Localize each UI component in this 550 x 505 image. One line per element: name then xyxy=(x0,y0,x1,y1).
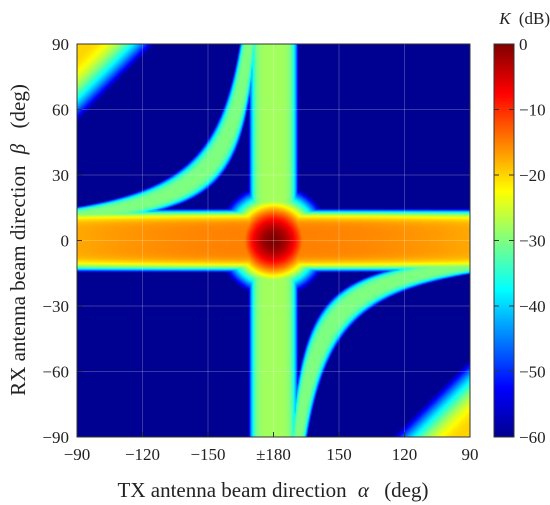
colorbar-tick-label: −20 xyxy=(519,166,546,185)
heatmap-image xyxy=(77,44,470,437)
x-axis-label-symbol: α xyxy=(358,478,370,502)
y-axis-label: RX antenna beam direction β (deg) xyxy=(6,84,30,396)
y-axis-label-symbol: β xyxy=(6,143,30,155)
y-tick-label: 60 xyxy=(52,101,69,120)
x-axis-ticks: −90 −120 −150 ±180 150 120 90 xyxy=(64,432,479,464)
colorbar-label: K (dB) xyxy=(498,9,550,28)
x-tick-label: 90 xyxy=(462,445,479,464)
x-tick-label: 150 xyxy=(326,445,352,464)
x-axis-label-text: TX antenna beam direction xyxy=(118,478,348,502)
y-axis-label-unit: (deg) xyxy=(6,84,30,128)
y-tick-label: 90 xyxy=(52,35,69,54)
grid-lines xyxy=(77,44,470,437)
y-tick-label: −30 xyxy=(42,297,69,316)
x-tick-label: −90 xyxy=(64,445,91,464)
y-axis-label-text: RX antenna beam direction xyxy=(6,165,30,396)
colorbar-tick-label: −60 xyxy=(519,428,546,447)
x-axis-label-unit: (deg) xyxy=(384,478,428,502)
x-tick-label: −120 xyxy=(125,445,160,464)
y-tick-label: 30 xyxy=(52,166,69,185)
plot-area xyxy=(76,43,471,438)
colorbar-tick-label: 0 xyxy=(519,35,528,54)
x-tick-label: ±180 xyxy=(256,445,291,464)
colorbar-tick-label: −40 xyxy=(519,297,546,316)
colorbar-ticks: 0 −10 −20 −30 −40 −50 −60 xyxy=(494,35,546,447)
y-tick-label: −60 xyxy=(42,363,69,382)
colorbar-tick-label: −50 xyxy=(519,363,546,382)
colorbar-tick-label: −30 xyxy=(519,232,546,251)
y-tick-label: 0 xyxy=(61,232,70,251)
colorbar-label-unit: (dB) xyxy=(519,9,550,28)
colorbar: 0 −10 −20 −30 −40 −50 −60 K (dB) xyxy=(493,9,550,447)
x-tick-label: −150 xyxy=(190,445,225,464)
x-tick-label: 120 xyxy=(392,445,418,464)
colorbar-label-symbol: K xyxy=(498,9,512,28)
colorbar-tick-label: −10 xyxy=(519,101,546,120)
x-axis-label: TX antenna beam direction α (deg) xyxy=(118,478,429,502)
y-tick-label: −90 xyxy=(42,428,69,447)
y-axis-ticks: 90 60 30 0 −30 −60 −90 xyxy=(42,35,82,447)
